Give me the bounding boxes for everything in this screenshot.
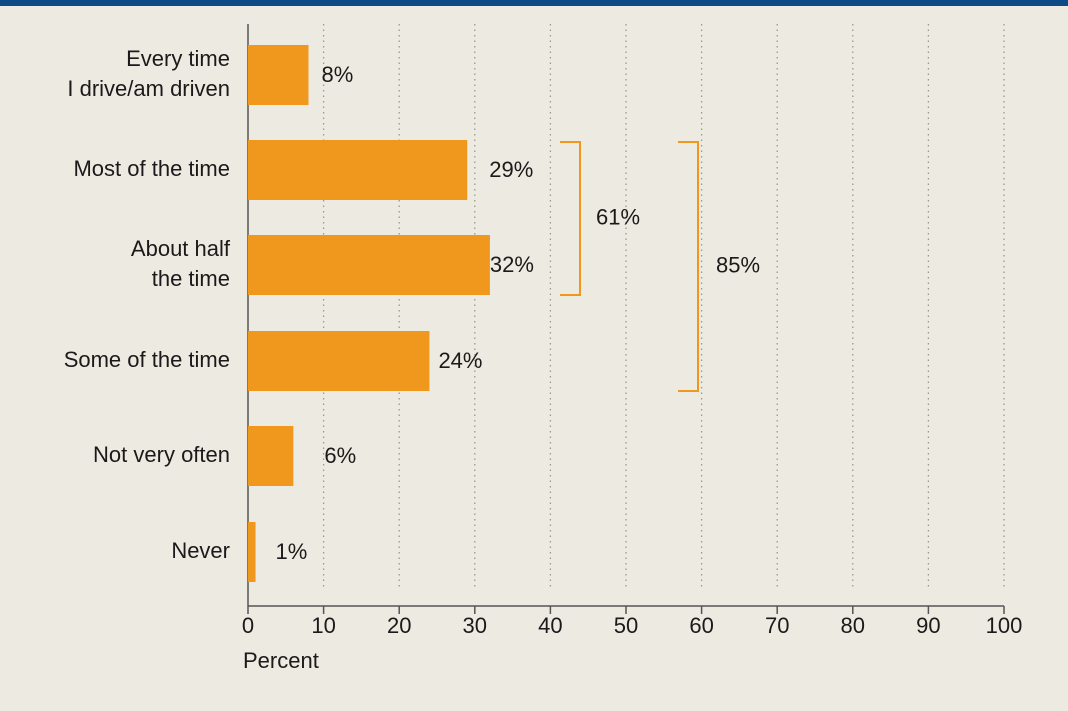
x-tick-label-70: 70: [765, 613, 789, 638]
x-tick-label-20: 20: [387, 613, 411, 638]
bar-1: [248, 140, 468, 200]
bar-0: [248, 45, 309, 105]
category-label-5: Never: [171, 538, 230, 563]
x-tick-label-80: 80: [841, 613, 865, 638]
top-accent-bar: [0, 0, 1068, 6]
bar-5: [248, 522, 256, 582]
data-label-5: 1%: [276, 539, 308, 564]
bar-2: [248, 235, 490, 295]
bracket-0: [560, 141, 581, 296]
category-label-3: Some of the time: [64, 347, 230, 372]
x-axis-label: Percent: [243, 648, 319, 673]
x-tick-label-0: 0: [242, 613, 254, 638]
x-tick-label-50: 50: [614, 613, 638, 638]
category-label-4: Not very often: [93, 442, 230, 467]
category-label-1: Most of the time: [73, 156, 230, 181]
data-label-1: 29%: [489, 157, 533, 182]
data-label-2: 32%: [490, 252, 534, 277]
x-tick-label-10: 10: [311, 613, 335, 638]
data-label-0: 8%: [321, 62, 353, 87]
data-label-4: 6%: [324, 443, 356, 468]
bracket-label-1: 85%: [716, 252, 760, 277]
x-tick-label-90: 90: [916, 613, 940, 638]
x-tick-label-40: 40: [538, 613, 562, 638]
bar-3: [248, 331, 430, 391]
x-tick-label-100: 100: [986, 613, 1023, 638]
bracket-1: [678, 141, 699, 392]
category-label-0-line-0: Every time: [126, 46, 230, 71]
bracket-label-0: 61%: [596, 204, 640, 229]
category-label-2-line-1: the time: [152, 266, 230, 291]
category-label-0-line-1: I drive/am driven: [67, 76, 230, 101]
x-tick-label-30: 30: [463, 613, 487, 638]
x-tick-label-60: 60: [689, 613, 713, 638]
data-label-3: 24%: [438, 348, 482, 373]
category-label-2-line-0: About half: [131, 236, 231, 261]
bar-4: [248, 426, 294, 486]
